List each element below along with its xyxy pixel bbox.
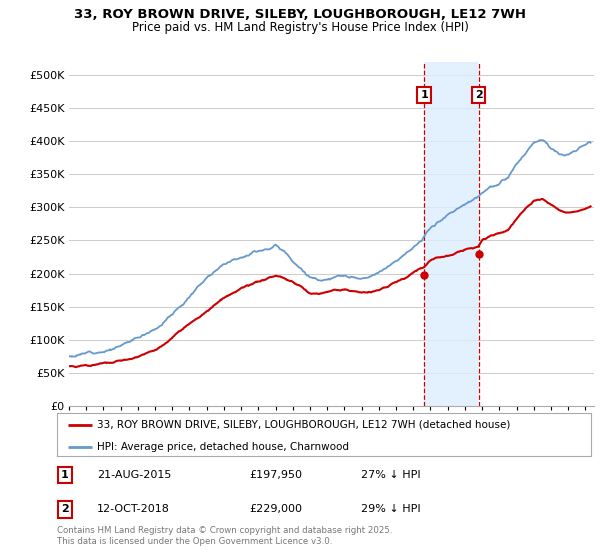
Text: £229,000: £229,000 <box>249 505 302 515</box>
Text: Price paid vs. HM Land Registry's House Price Index (HPI): Price paid vs. HM Land Registry's House … <box>131 21 469 34</box>
Text: 1: 1 <box>61 470 69 480</box>
Text: 29% ↓ HPI: 29% ↓ HPI <box>361 505 421 515</box>
Bar <box>424 62 478 406</box>
Text: £197,950: £197,950 <box>249 470 302 480</box>
Text: 2: 2 <box>475 90 482 100</box>
Text: 12-OCT-2018: 12-OCT-2018 <box>97 505 170 515</box>
Text: 33, ROY BROWN DRIVE, SILEBY, LOUGHBOROUGH, LE12 7WH: 33, ROY BROWN DRIVE, SILEBY, LOUGHBOROUG… <box>74 8 526 21</box>
Text: Contains HM Land Registry data © Crown copyright and database right 2025.
This d: Contains HM Land Registry data © Crown c… <box>57 526 392 546</box>
Text: 33, ROY BROWN DRIVE, SILEBY, LOUGHBOROUGH, LE12 7WH (detached house): 33, ROY BROWN DRIVE, SILEBY, LOUGHBOROUG… <box>97 420 511 430</box>
Text: 27% ↓ HPI: 27% ↓ HPI <box>361 470 421 480</box>
Text: 21-AUG-2015: 21-AUG-2015 <box>97 470 172 480</box>
Text: 1: 1 <box>421 90 428 100</box>
Text: HPI: Average price, detached house, Charnwood: HPI: Average price, detached house, Char… <box>97 442 349 452</box>
Text: 2: 2 <box>61 505 69 515</box>
